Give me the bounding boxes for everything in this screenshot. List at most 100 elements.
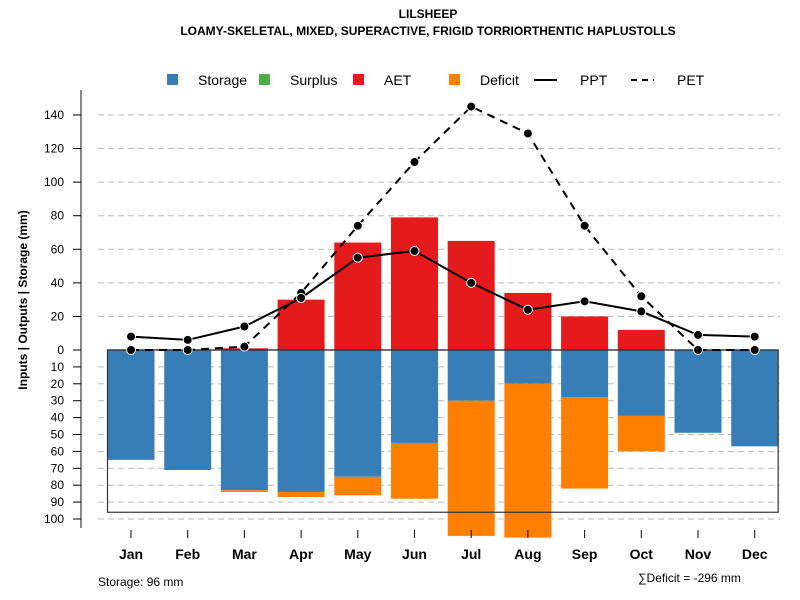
legend-label-pet: PET <box>677 72 705 88</box>
x-tick-label: Nov <box>685 546 712 562</box>
pet-point <box>522 128 533 139</box>
ppt-line <box>130 249 755 341</box>
y-tick-label: 10 <box>51 360 65 374</box>
deficit-bar <box>447 400 495 536</box>
ppt-point <box>522 304 533 315</box>
storage-bar <box>447 350 495 401</box>
chart-title: LILSHEEP <box>399 7 458 21</box>
deficit-bar <box>220 490 268 492</box>
y-tick-label: 50 <box>51 428 65 442</box>
ppt-point <box>693 329 703 340</box>
y-axis: 0 20 40 60 80 100 120 140 10 20 30 40 50 60 70 80 90 100 <box>44 90 82 528</box>
storage-bar <box>391 350 438 443</box>
deficit-bar <box>561 397 609 489</box>
pet-point <box>182 345 193 355</box>
x-tick-label: Jun <box>402 546 427 562</box>
legend-swatch-storage <box>167 74 178 85</box>
gridlines <box>98 114 780 520</box>
y-tick-label: 30 <box>51 394 65 408</box>
pet-point <box>352 220 363 231</box>
x-tick-label: Aug <box>514 546 541 562</box>
deficit-bar <box>277 491 325 498</box>
y-tick-label: 80 <box>51 478 65 492</box>
y-tick-label: 20 <box>51 377 65 391</box>
ppt-point <box>352 252 363 263</box>
pet-point <box>579 220 590 231</box>
x-tick-label: Apr <box>289 546 314 562</box>
y-tick-label: 40 <box>51 276 65 290</box>
pet-point <box>466 101 477 112</box>
deficit-bar <box>334 476 382 496</box>
x-tick-label: Jul <box>461 546 481 562</box>
ppt-point <box>239 321 250 332</box>
pet-point <box>409 157 420 167</box>
storage-bar <box>277 350 325 492</box>
aet-bar <box>447 240 495 350</box>
legend: Storage Surplus AET Deficit PPT PET <box>167 72 705 88</box>
lines <box>126 101 760 355</box>
legend-swatch-surplus <box>259 74 270 85</box>
y-tick-label: 40 <box>51 411 65 425</box>
legend-label-ppt: PPT <box>580 72 608 88</box>
x-tick-label: Oct <box>630 546 654 562</box>
y-tick-label: 90 <box>51 495 65 509</box>
y-tick-label: 100 <box>44 175 64 189</box>
deficit-bar <box>391 442 438 499</box>
chart-subtitle: LOAMY-SKELETAL, MIXED, SUPERACTIVE, FRIG… <box>180 24 675 38</box>
y-tick-label: 100 <box>44 512 64 526</box>
storage-bar <box>220 350 268 491</box>
pet-point <box>239 341 250 352</box>
aet-bar <box>391 217 438 350</box>
ppt-point <box>466 277 477 288</box>
x-tick-label: Sep <box>572 546 598 562</box>
y-tick-label: 80 <box>51 209 65 223</box>
storage-bar <box>731 350 779 447</box>
legend-label-aet: AET <box>384 72 412 88</box>
pet-point <box>126 345 136 355</box>
x-tick-label: Jan <box>119 546 143 562</box>
x-tick-label: Mar <box>232 546 257 562</box>
legend-label-surplus: Surplus <box>290 72 337 88</box>
storage-annotation: Storage: 96 mm <box>98 575 183 589</box>
storage-bar <box>164 350 212 470</box>
y-axis-label: Inputs | Outputs | Storage (mm) <box>16 210 30 389</box>
bars <box>107 217 779 538</box>
aet-bar <box>561 316 609 350</box>
x-tick-label: Dec <box>742 546 768 562</box>
ppt-point <box>636 306 647 317</box>
y-tick-label: 70 <box>51 461 65 475</box>
storage-bar <box>504 350 552 384</box>
legend-swatch-aet <box>353 74 364 85</box>
pet-point <box>693 345 703 355</box>
y-tick-label: 60 <box>51 444 65 458</box>
y-tick-label: 60 <box>51 242 65 256</box>
storage-bar <box>617 350 665 416</box>
y-tick-label: 140 <box>44 108 64 122</box>
ppt-point <box>749 331 760 342</box>
pet-point <box>749 345 760 355</box>
storage-bar <box>561 350 609 398</box>
pet-point <box>636 291 647 302</box>
x-tick-label: Feb <box>175 546 200 562</box>
ppt-point <box>182 334 193 345</box>
deficit-bar <box>504 383 552 538</box>
x-tick-label: May <box>344 546 371 562</box>
aet-bar <box>617 329 665 350</box>
deficit-bar <box>617 415 665 452</box>
ppt-point <box>296 292 307 303</box>
y-tick-label: 120 <box>44 142 64 156</box>
storage-bar <box>107 350 155 460</box>
ppt-point <box>126 331 136 342</box>
y-tick-label: 0 <box>57 343 64 357</box>
storage-capacity-box-group <box>106 349 779 513</box>
pet-line <box>131 105 755 351</box>
legend-swatch-deficit <box>449 74 460 85</box>
ppt-point <box>409 245 420 256</box>
deficit-sum-annotation: ∑Deficit = -296 mm <box>638 571 741 585</box>
storage-bar <box>674 350 722 433</box>
storage-bar <box>334 350 382 477</box>
x-axis: Jan Feb Mar Apr May Jun Jul Aug Sep Oct Nov Dec <box>119 530 768 562</box>
legend-label-deficit: Deficit <box>480 72 519 88</box>
y-tick-label: 20 <box>51 309 65 323</box>
